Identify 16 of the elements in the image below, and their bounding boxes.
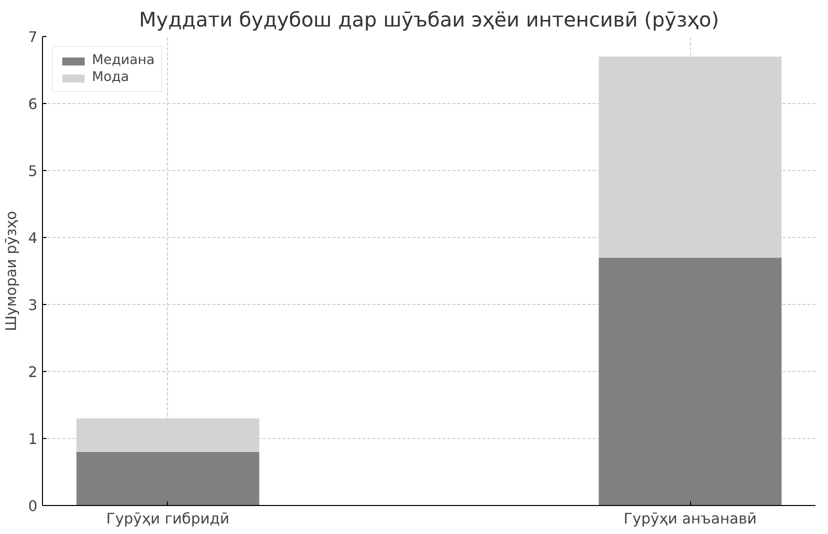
x-tick-label: Гурӯҳи анъанавӣ: [624, 510, 757, 528]
y-tick-label: 4: [28, 230, 38, 247]
y-tick-label: 7: [28, 29, 38, 46]
y-tick-label: 2: [28, 364, 38, 381]
bar: [76, 452, 260, 506]
bar: [598, 258, 782, 506]
x-tick-label: Гурӯҳи гибридӣ: [106, 510, 230, 528]
chart-title: Муддати будубош дар шӯъбаи эҳёи интенсивӣ (рӯзҳо): [139, 8, 719, 32]
y-axis-title: Шумораи рӯзҳо: [3, 210, 20, 332]
y-tick-label: 6: [28, 96, 38, 113]
y-tick-label: 5: [28, 163, 38, 180]
legend-label: Медиана: [92, 53, 155, 68]
y-tick-label: 0: [28, 498, 38, 515]
y-tick-label: 1: [28, 431, 38, 448]
y-tick-label: 3: [28, 297, 38, 314]
legend-label: Мода: [92, 70, 130, 85]
